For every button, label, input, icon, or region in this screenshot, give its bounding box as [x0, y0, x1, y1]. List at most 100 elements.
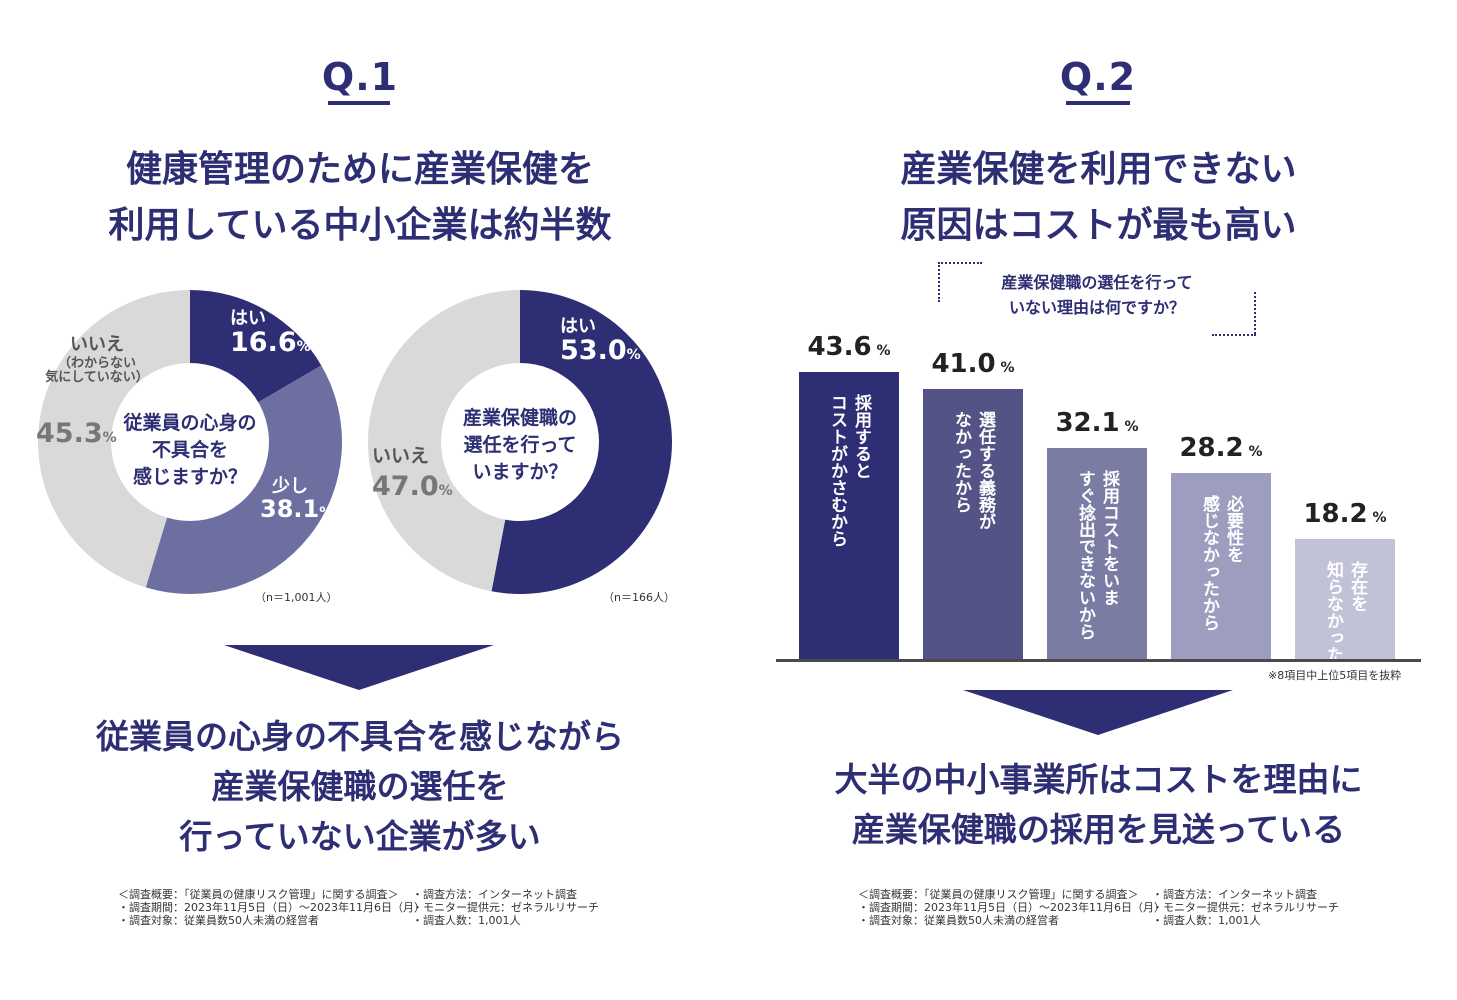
donut1-center-question: 従業員の心身の 不具合を 感じますか？ — [110, 410, 270, 491]
bar-value-pct-0: % — [871, 343, 891, 359]
donut2-center-line2: 選任を行って — [463, 434, 577, 456]
bar-value-pct-2: % — [1119, 419, 1139, 435]
bar-value-pct-1: % — [995, 360, 1015, 376]
q1-conclusion-line1: 従業員の心身の不具合を感じながら — [96, 717, 624, 756]
bar-value-number-2: 32.1 — [1055, 408, 1120, 438]
q2-bar-chart: 採用すると コストがかさむから 43.6 % 選任する義務が なかったから 41.0 … — [776, 300, 1436, 663]
q2-survey-right-2: ・モニター提供元：ゼネラルリサーチ — [1152, 901, 1339, 914]
q1-conclusion-line3: 行っていない企業が多い — [179, 817, 541, 856]
donut1-no-sub1: （わからない — [57, 355, 136, 371]
q1-survey-right: ・調査方法：インターネット調査 ・モニター提供元：ゼネラルリサーチ ・調査人数：… — [412, 888, 599, 927]
q1-survey-left: ＜調査概要：「従業員の健康リスク管理」に関する調査＞ ・調査期間：2023年11… — [118, 888, 425, 927]
q2-headline-line1: 産業保健を利用できない — [900, 149, 1297, 190]
bar-2 — [1047, 448, 1147, 659]
q1-down-arrow — [224, 645, 494, 690]
q2-down-arrow — [963, 690, 1233, 735]
donut2-chart — [367, 290, 672, 594]
donut1-little-value-wrap: 38.1% — [260, 494, 334, 523]
donut1-no-label: いいえ （わからない 気にしていない） — [22, 335, 172, 385]
q2-question-line2: いない理由は何ですか？ — [1008, 298, 1185, 317]
bar-value-2: 32.1 % — [1037, 408, 1157, 438]
donut2-n-note: （n＝166人） — [603, 591, 675, 604]
bar-value-number-1: 41.0 — [931, 349, 996, 379]
q1-headline: 健康管理のために産業保健を 利用している中小企業は約半数 — [0, 142, 720, 254]
donut2-center-line3: いますか？ — [472, 461, 568, 483]
bar-value-pct-3: % — [1243, 444, 1263, 460]
q1-survey-right-2: ・モニター提供元：ゼネラルリサーチ — [412, 901, 599, 914]
donut1-center-line2: 不具合を — [151, 439, 228, 461]
q2-survey-right-1: ・調査方法：インターネット調査 — [1152, 888, 1317, 901]
donut1-chart — [38, 290, 342, 594]
donut1-hole — [111, 363, 269, 521]
bar-value-number-3: 28.2 — [1179, 433, 1244, 463]
bar-value-3: 28.2 % — [1161, 433, 1281, 463]
bar-value-1: 41.0 % — [913, 349, 1033, 379]
q1-headline-line1: 健康管理のために産業保健を — [125, 149, 594, 190]
bar-value-pct-4: % — [1367, 510, 1387, 526]
bar-3 — [1171, 473, 1271, 659]
bar-label-1: 選任する義務が なかったから — [951, 411, 995, 530]
q2-survey-left-3: ・調査対象：従業員数50人未満の経営者 — [858, 914, 1059, 927]
donut1-yes-label: はい 16.6% — [230, 308, 311, 357]
bar-value-0: 43.6 % — [789, 332, 909, 362]
q2-question-bracket-right — [1254, 292, 1256, 334]
bar-label-3: 必要性を 感じなかったから — [1199, 495, 1243, 631]
donut2-no-value: 47.0 — [372, 470, 439, 502]
q2-headline-line2: 原因はコストが最も高い — [900, 205, 1297, 246]
donut1-no-value-wrap: 45.3% — [36, 418, 117, 449]
donut2-no-text: いいえ — [372, 445, 430, 467]
q2-question-bracket-left — [938, 262, 940, 302]
donut1-no-value: 45.3 — [36, 418, 103, 449]
donut2-yes-value: 53.0 — [560, 334, 627, 366]
q1-headline-line2: 利用している中小企業は約半数 — [108, 205, 612, 246]
q2-question-bracket-bottom — [1212, 334, 1256, 336]
q2-conclusion-line2: 産業保健職の採用を見送っている — [851, 810, 1346, 849]
donut1-little-value: 38.1 — [260, 494, 320, 523]
donut2-center-question: 産業保健職の 選任を行って いますか？ — [440, 405, 600, 486]
q2-survey-left-1: ＜調査概要：「従業員の健康リスク管理」に関する調査＞ — [858, 888, 1139, 901]
donut1-little-text: 少し — [272, 476, 308, 497]
bar-label-2: 採用コストをいま すぐ捻出できないから — [1075, 470, 1119, 640]
donut2-no-pct: % — [438, 482, 453, 499]
q1-conclusion: 従業員の心身の不具合を感じながら 産業保健職の選任を 行っていない企業が多い — [0, 712, 720, 862]
donut2-hole — [441, 363, 599, 521]
donut2-center-line1: 産業保健職の — [462, 407, 577, 429]
q1-underline — [328, 101, 390, 105]
q2-survey-left-2: ・調査期間：2023年11月5日（日）〜2023年11月6日（月） — [858, 901, 1165, 914]
q2-underline — [1066, 101, 1130, 105]
donut2-yes-value-wrap: 53.0% — [560, 334, 641, 366]
bar-1 — [923, 389, 1023, 659]
q1-label: Q.1 — [321, 55, 399, 99]
donut1-little-pct: % — [319, 504, 334, 521]
q1-survey-left-1: ＜調査概要：「従業員の健康リスク管理」に関する調査＞ — [118, 888, 399, 901]
donut1-center-line1: 従業員の心身の — [123, 412, 257, 434]
donut2-yes-text: はい — [560, 316, 596, 337]
q2-conclusion: 大半の中小事業所はコストを理由に 産業保健職の採用を見送っている — [740, 755, 1457, 855]
bar-0 — [799, 372, 899, 659]
bar-4 — [1295, 539, 1395, 659]
donut1-yes-value-wrap: 16.6% — [230, 328, 311, 357]
q2-survey-right-3: ・調査人数：1,001人 — [1152, 914, 1261, 927]
q2-question: 産業保健職の選任を行って いない理由は何ですか？ — [948, 270, 1246, 320]
q2-survey-left: ＜調査概要：「従業員の健康リスク管理」に関する調査＞ ・調査期間：2023年11… — [858, 888, 1165, 927]
q2-headline: 産業保健を利用できない 原因はコストが最も高い — [740, 142, 1457, 254]
donut1-yes-text: はい — [230, 308, 266, 329]
bar-label-4: 存在を 知らなかった — [1323, 561, 1367, 663]
donut2-no-value-wrap: 47.0% — [372, 470, 453, 502]
donut2-yes-pct: % — [626, 346, 641, 363]
q1-survey-right-3: ・調査人数：1,001人 — [412, 914, 521, 927]
q2-question-line1: 産業保健職の選任を行って — [1001, 273, 1193, 292]
q1-conclusion-line2: 産業保健職の選任を — [211, 767, 509, 806]
q2-question-bracket-top — [938, 262, 982, 264]
donut1-center-line3: 感じますか？ — [132, 466, 247, 488]
q1-survey-left-3: ・調査対象：従業員数50人未満の経営者 — [118, 914, 319, 927]
q2-conclusion-line1: 大半の中小事業所はコストを理由に — [834, 760, 1363, 799]
q2-survey-right: ・調査方法：インターネット調査 ・モニター提供元：ゼネラルリサーチ ・調査人数：… — [1152, 888, 1339, 927]
donut1-no-sub2: 気にしていない） — [45, 369, 149, 385]
bar-label-0: 採用すると コストがかさむから — [827, 394, 871, 547]
donut1-n-note: （n＝1,001人） — [255, 591, 338, 604]
q1-survey-right-1: ・調査方法：インターネット調査 — [412, 888, 577, 901]
donut1-yes-pct: % — [296, 338, 311, 355]
donut1-no-pct: % — [102, 430, 117, 446]
bar-value-4: 18.2 % — [1285, 499, 1405, 529]
